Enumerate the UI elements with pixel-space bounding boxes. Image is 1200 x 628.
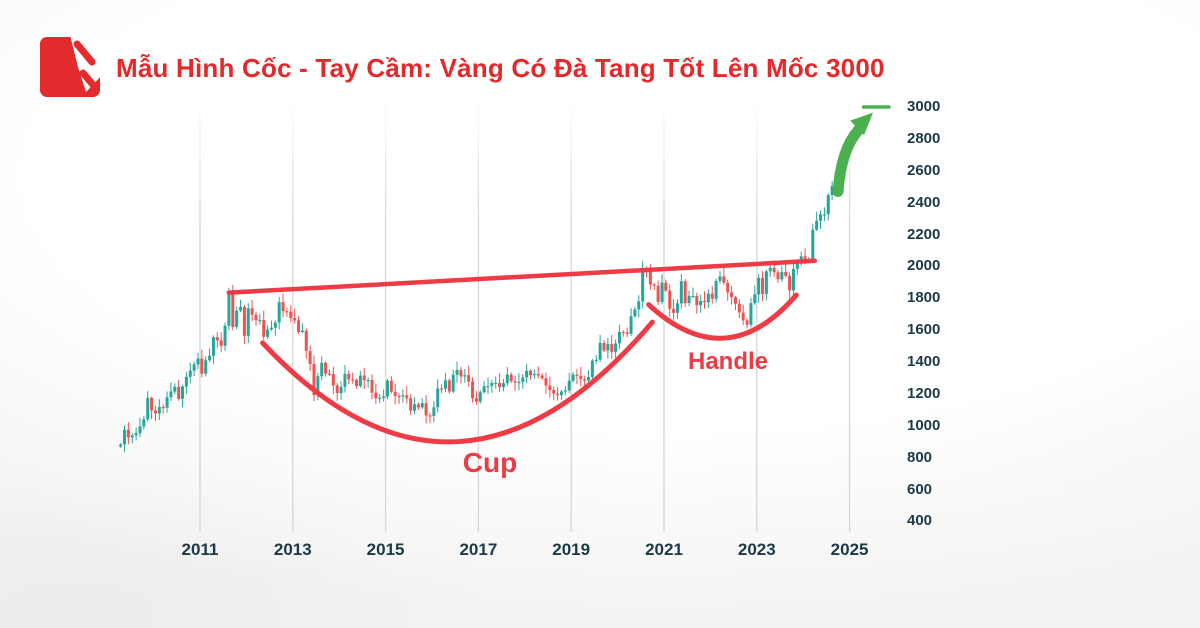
y-tick-label: 2000 <box>907 257 941 275</box>
y-tick-label: 400 <box>907 512 933 530</box>
y-tick-label: 1800 <box>907 289 941 307</box>
cup-arc <box>260 319 655 445</box>
y-tick-label: 2600 <box>907 161 941 179</box>
x-tick-label: 2015 <box>366 540 405 559</box>
breakout-arrow-icon <box>832 112 874 197</box>
x-tick-label: 2021 <box>645 540 683 559</box>
brand-logo-icon <box>40 37 102 97</box>
x-tick-label: 2019 <box>552 540 591 559</box>
year-gridlines <box>199 96 851 532</box>
y-tick-label: 800 <box>907 448 933 466</box>
x-tick-label: 2023 <box>737 540 776 559</box>
y-tick-label: 1400 <box>907 353 941 370</box>
cup-pattern-label: Cup <box>462 447 518 478</box>
x-tick-label: 2011 <box>181 540 219 559</box>
y-tick-label: 1600 <box>907 321 941 339</box>
handle-pattern-label: Handle <box>687 348 769 375</box>
y-tick-label: 2200 <box>907 225 941 243</box>
y-tick-label: 1200 <box>907 384 941 402</box>
page-title: Mẫu Hình Cốc - Tay Cầm: Vàng Có Đà Tang … <box>116 52 885 83</box>
y-tick-label: 3000 <box>907 98 941 115</box>
candles <box>119 167 842 453</box>
x-tick-label: 2017 <box>459 540 498 559</box>
header: Mẫu Hình Cốc - Tay Cầm: Vàng Có Đà Tang … <box>40 36 885 100</box>
y-tick-label: 2400 <box>907 193 941 211</box>
y-tick-label: 600 <box>907 480 933 498</box>
resistance-trendline <box>226 258 818 295</box>
y-tick-label: 1000 <box>907 416 941 434</box>
y-tick-label: 2800 <box>907 129 941 147</box>
x-tick-label: 2013 <box>273 540 312 559</box>
handle-arc <box>646 292 799 341</box>
x-tick-label: 2025 <box>830 540 869 559</box>
